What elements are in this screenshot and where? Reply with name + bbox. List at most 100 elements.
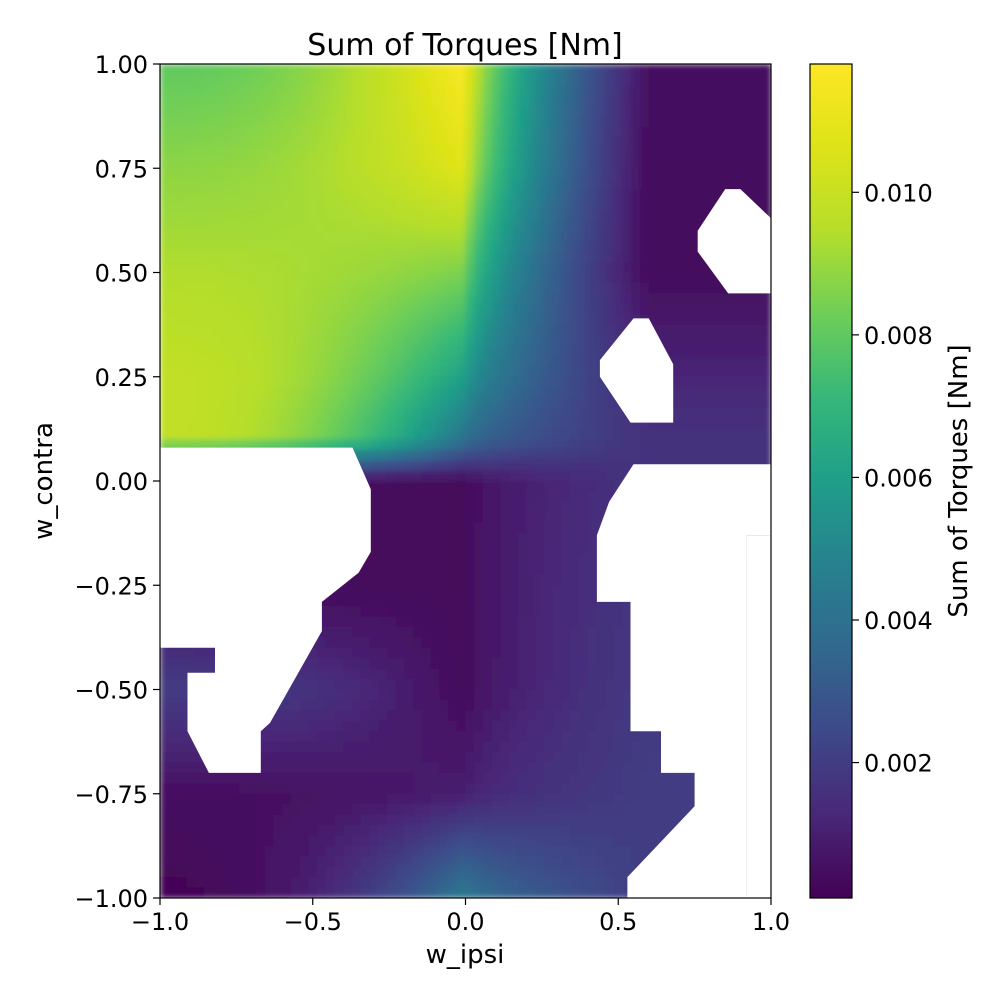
heatmap-cell [517,64,528,76]
heatmap-cell [352,762,362,774]
heatmap-cell [517,595,528,607]
heatmap-cell [221,397,231,409]
heatmap-cell [561,658,571,670]
heatmap-cell [404,74,414,86]
heatmap-cell [692,209,702,221]
heatmap-cell [613,324,624,336]
heatmap-cell [570,387,580,399]
heatmap-cell [369,397,379,409]
heatmap-cell [282,116,292,128]
heatmap-cell [561,74,571,86]
heatmap-cell [482,105,493,117]
heatmap-cell [325,595,336,607]
heatmap-cell [692,251,702,263]
heatmap-cell [360,731,371,743]
heatmap-cell [535,209,545,221]
heatmap-cell [325,762,336,774]
heatmap-cell [203,335,213,347]
heatmap-cell [465,324,475,336]
heatmap-cell [352,241,362,253]
heatmap-cell [360,199,371,211]
heatmap-cell [430,752,440,764]
heatmap-cell [500,345,510,357]
heatmap-cell [395,689,405,701]
heatmap-cell [360,335,371,347]
heatmap-cell [317,345,327,357]
heatmap-cell [395,428,405,440]
heatmap-cell [648,303,659,315]
heatmap-cell [640,230,650,242]
heatmap-cell [456,626,467,638]
heatmap-cell [587,522,598,534]
heatmap-cell [299,293,309,305]
heatmap-cell [194,168,205,180]
heatmap-cell [465,199,475,211]
heatmap-cell [578,626,589,638]
heatmap-cell [352,626,362,638]
heatmap-cell [683,324,694,336]
heatmap-cell [674,230,685,242]
heatmap-cell [762,418,771,430]
heatmap-cell [247,303,257,315]
heatmap-cell [474,397,484,409]
heatmap-cell [613,189,624,201]
heatmap-cell [395,574,405,586]
heatmap-cell [448,303,458,315]
heatmap-cell [256,314,266,326]
heatmap-cell [317,418,327,430]
heatmap-cell [631,209,641,221]
heatmap-cell [605,303,615,315]
heatmap-cell [517,512,528,524]
heatmap-cell [465,710,475,722]
heatmap-cell [430,324,440,336]
heatmap-cell [701,303,711,315]
heatmap-cell [352,178,362,190]
heatmap-cell [264,772,275,784]
heatmap-cell [526,241,536,253]
heatmap-cell [325,84,336,96]
heatmap-cell [509,533,519,545]
heatmap-cell [631,230,641,242]
heatmap-cell [317,335,327,347]
heatmap-cell [343,105,353,117]
heatmap-cell [404,616,414,628]
heatmap-cell [570,116,580,128]
heatmap-cell [500,668,510,680]
heatmap-cell [718,345,728,357]
heatmap-cell [596,741,606,753]
heatmap-cell [369,241,379,253]
heatmap-cell [168,178,179,190]
heatmap-cell [439,387,449,399]
heatmap-cell [674,126,685,138]
heatmap-cell [709,189,720,201]
heatmap-cell [317,168,327,180]
heatmap-cell [596,752,606,764]
heatmap-cell [413,178,423,190]
heatmap-cell [395,397,405,409]
heatmap-cell [325,64,336,76]
heatmap-cell [596,439,606,451]
heatmap-cell [526,772,536,784]
heatmap-cell [753,408,763,420]
heatmap-cell [421,543,432,555]
heatmap-cell [605,241,615,253]
heatmap-cell [736,418,746,430]
heatmap-cell [404,501,414,513]
heatmap-cell [360,470,371,482]
heatmap-cell [727,449,737,461]
heatmap-cell [404,752,414,764]
heatmap-cell [299,251,309,263]
heatmap-cell [622,241,632,253]
heatmap-cell [273,95,283,107]
heatmap-cell [456,668,467,680]
heatmap-cell [465,282,475,294]
heatmap-cell [692,428,702,440]
heatmap-cell [421,491,432,503]
heatmap-cell [308,272,318,284]
heatmap-cell [561,314,571,326]
heatmap-cell [430,408,440,420]
heatmap-cell [386,168,397,180]
heatmap-cell [194,376,205,388]
heatmap-cell [709,376,720,388]
heatmap-cell [203,772,213,784]
